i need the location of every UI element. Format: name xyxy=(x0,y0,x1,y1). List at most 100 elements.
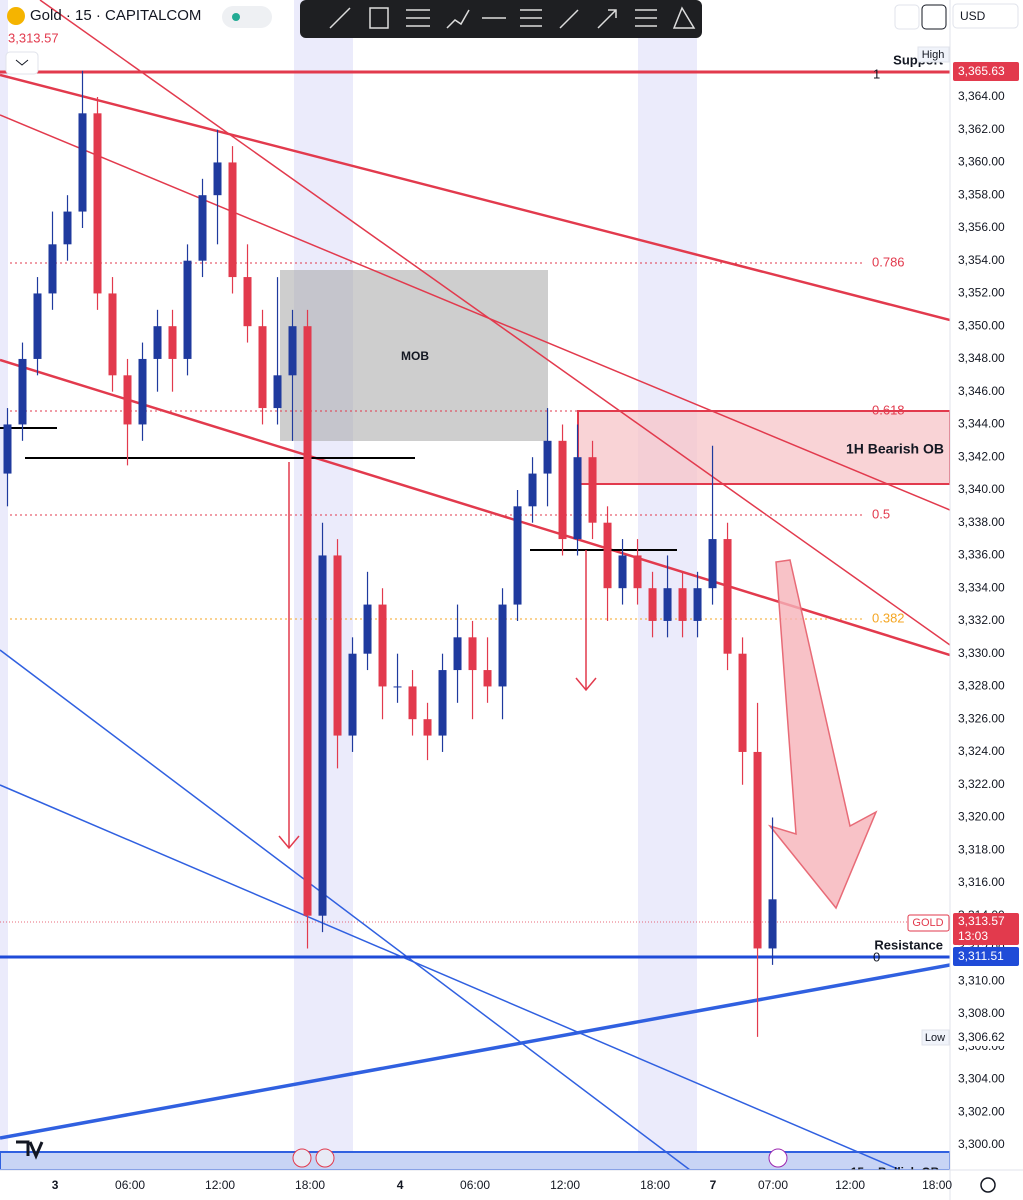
x-tick-label: 06:00 xyxy=(460,1178,490,1192)
candle-body xyxy=(558,440,567,540)
candle-body xyxy=(483,670,492,687)
y-axis: 3,300.003,302.003,304.003,306.003,308.00… xyxy=(958,89,1005,1151)
candle-body xyxy=(288,326,297,376)
trendline xyxy=(0,963,950,1140)
y-tick-label: 3,322.00 xyxy=(958,777,1005,791)
event-icon[interactable] xyxy=(768,1148,788,1168)
close-tag-label: GOLD xyxy=(912,917,943,929)
candle-body xyxy=(273,375,282,409)
arrow xyxy=(575,550,597,692)
candle-body xyxy=(138,358,147,425)
x-tick-label: 3 xyxy=(52,1178,59,1192)
y-tick-label: 3,310.00 xyxy=(958,973,1005,987)
low-tag-label: Low xyxy=(925,1032,945,1044)
fib-label: 0 xyxy=(873,949,880,964)
chevron xyxy=(15,59,29,66)
candle-body xyxy=(468,637,477,671)
last-price: 3,313.57 xyxy=(8,30,59,45)
y-tick-label: 3,338.00 xyxy=(958,515,1005,529)
candle-body xyxy=(528,473,537,507)
y-tick-label: 3,356.00 xyxy=(958,220,1005,234)
candle-body xyxy=(378,604,387,687)
settings-icon[interactable] xyxy=(980,1177,996,1193)
sync-button[interactable] xyxy=(921,4,947,30)
candle-body xyxy=(708,539,717,589)
big-arrow xyxy=(767,559,878,910)
y-tick-label: 3,336.00 xyxy=(958,548,1005,562)
candle-body xyxy=(363,604,372,654)
x-tick-label: 7 xyxy=(710,1178,717,1192)
candle-body xyxy=(693,588,702,621)
resistance-price-tag xyxy=(953,947,1019,966)
x-tick-label: 12:00 xyxy=(550,1178,580,1192)
fib-label: 0.618 xyxy=(872,402,905,417)
candle-body xyxy=(48,244,57,294)
y-tick-label: 3,332.00 xyxy=(958,613,1005,627)
candle-body xyxy=(438,670,447,736)
candle-body xyxy=(348,653,357,736)
event-icon[interactable] xyxy=(292,1148,312,1168)
y-tick-label: 3,346.00 xyxy=(958,384,1005,398)
y-tick-label: 3,330.00 xyxy=(958,646,1005,660)
high-tag-label: High xyxy=(922,49,945,61)
high-tag xyxy=(917,46,950,63)
resistance-label: Resistance xyxy=(874,937,943,952)
candle-body xyxy=(408,686,417,720)
mob-box xyxy=(280,270,548,441)
candle-body xyxy=(78,113,87,212)
y-tick-label: 3,302.00 xyxy=(958,1104,1005,1118)
candle-body xyxy=(768,899,777,949)
collapse-button[interactable] xyxy=(5,51,39,75)
tv-logo xyxy=(16,1140,44,1160)
candle-body xyxy=(3,424,12,474)
y-tick-label: 3,342.00 xyxy=(958,449,1005,463)
y-tick-label: 3,364.00 xyxy=(958,89,1005,103)
close-price-tag xyxy=(953,913,1019,945)
candle-body xyxy=(618,555,627,589)
y-tick-label: 3,334.00 xyxy=(958,580,1005,594)
low-price-tag xyxy=(953,1029,1019,1046)
candle-body xyxy=(168,326,177,359)
symbol: Gold · 15 · CAPITALCOM xyxy=(30,7,201,24)
candle-body xyxy=(318,555,327,916)
candle-body xyxy=(228,162,237,278)
drawing-toolbar xyxy=(300,0,702,38)
candle-body xyxy=(648,588,657,621)
x-tick-label: 12:00 xyxy=(835,1178,865,1192)
scroll-button[interactable] xyxy=(894,4,920,30)
candle-body xyxy=(678,588,687,621)
candles xyxy=(3,70,777,1037)
x-tick-label: 18:00 xyxy=(640,1178,670,1192)
y-tick-label: 3,320.00 xyxy=(958,810,1005,824)
candle-body xyxy=(123,375,132,425)
y-tick-label: 3,358.00 xyxy=(958,187,1005,201)
candle-body xyxy=(108,293,117,376)
candle-body xyxy=(573,457,582,540)
y-tick-label: 3,318.00 xyxy=(958,842,1005,856)
candle-body xyxy=(33,293,42,359)
y-tick-label: 3,326.00 xyxy=(958,711,1005,725)
candle-body xyxy=(453,637,462,671)
candle-body xyxy=(258,326,267,409)
bullish-ob-box xyxy=(0,1151,950,1170)
candle-body xyxy=(198,195,207,261)
x-tick-label: 4 xyxy=(397,1178,404,1192)
candle-body xyxy=(243,277,252,327)
fib-label: 0.5 xyxy=(872,506,890,521)
countdown: 13:03 xyxy=(958,929,988,943)
candle-body xyxy=(183,260,192,359)
currency: USD xyxy=(960,9,986,23)
high-price-tag xyxy=(953,62,1019,81)
candle-body xyxy=(723,539,732,654)
candle-body xyxy=(213,162,222,196)
candle-body xyxy=(738,653,747,752)
trendline xyxy=(0,73,950,322)
candle-body xyxy=(423,719,432,736)
event-icon[interactable] xyxy=(315,1148,335,1168)
low-price: 3,306.62 xyxy=(958,1030,1005,1044)
y-tick-label: 3,304.00 xyxy=(958,1072,1005,1086)
candle-body xyxy=(63,211,72,245)
currency-select[interactable] xyxy=(952,3,1019,29)
candle-body xyxy=(393,686,402,688)
